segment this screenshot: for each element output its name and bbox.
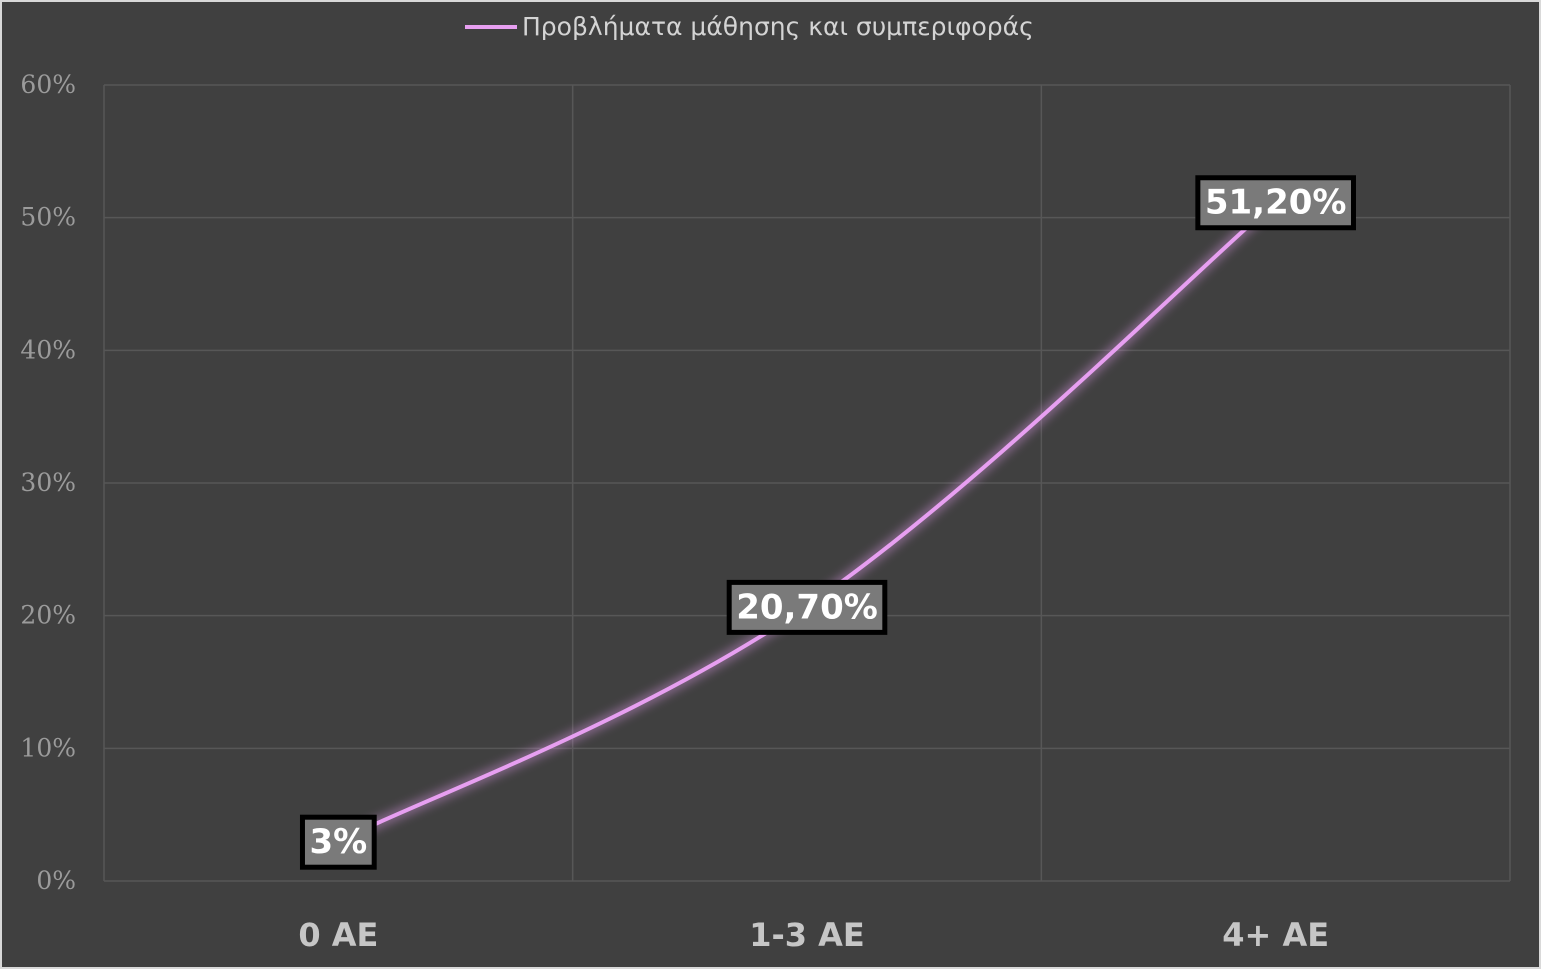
- y-tick-label: 40%: [20, 335, 76, 364]
- y-tick-label: 0%: [36, 866, 76, 895]
- data-label-box: [299, 814, 377, 870]
- data-label: 51,20%: [1195, 175, 1356, 231]
- data-label-text: 51,20%: [1205, 183, 1347, 223]
- data-label: 20,70%: [726, 579, 888, 635]
- legend: Προβλήματα μάθησης και συμπεριφοράς: [465, 12, 1034, 41]
- data-label-text: 3%: [309, 822, 367, 862]
- y-tick-label: 50%: [20, 203, 76, 232]
- y-tick-label: 10%: [20, 733, 76, 762]
- data-label-box: [1195, 175, 1356, 231]
- gridlines: [103, 84, 1511, 882]
- x-tick-label: 4+ AE: [1222, 916, 1329, 954]
- data-label-text: 20,70%: [736, 587, 878, 627]
- data-label-box: [726, 579, 888, 635]
- y-tick-label: 20%: [20, 601, 76, 630]
- x-axis: 0 AE 1-3 AE 4+ AE: [298, 916, 1329, 954]
- series-line-glow: [333, 196, 1281, 847]
- y-tick-label: 30%: [20, 468, 76, 497]
- y-axis: 0% 10% 20% 30% 40% 50% 60%: [20, 70, 76, 895]
- legend-label: Προβλήματα μάθησης και συμπεριφοράς: [522, 12, 1034, 41]
- data-labels: 3% 20,70% 51,20%: [299, 175, 1356, 870]
- x-tick-label: 0 AE: [298, 916, 378, 954]
- x-tick-label: 1-3 AE: [749, 916, 865, 954]
- series-layer: [333, 196, 1281, 847]
- series-line: [336, 199, 1278, 844]
- data-label: 3%: [299, 814, 377, 870]
- y-tick-label: 60%: [20, 70, 76, 99]
